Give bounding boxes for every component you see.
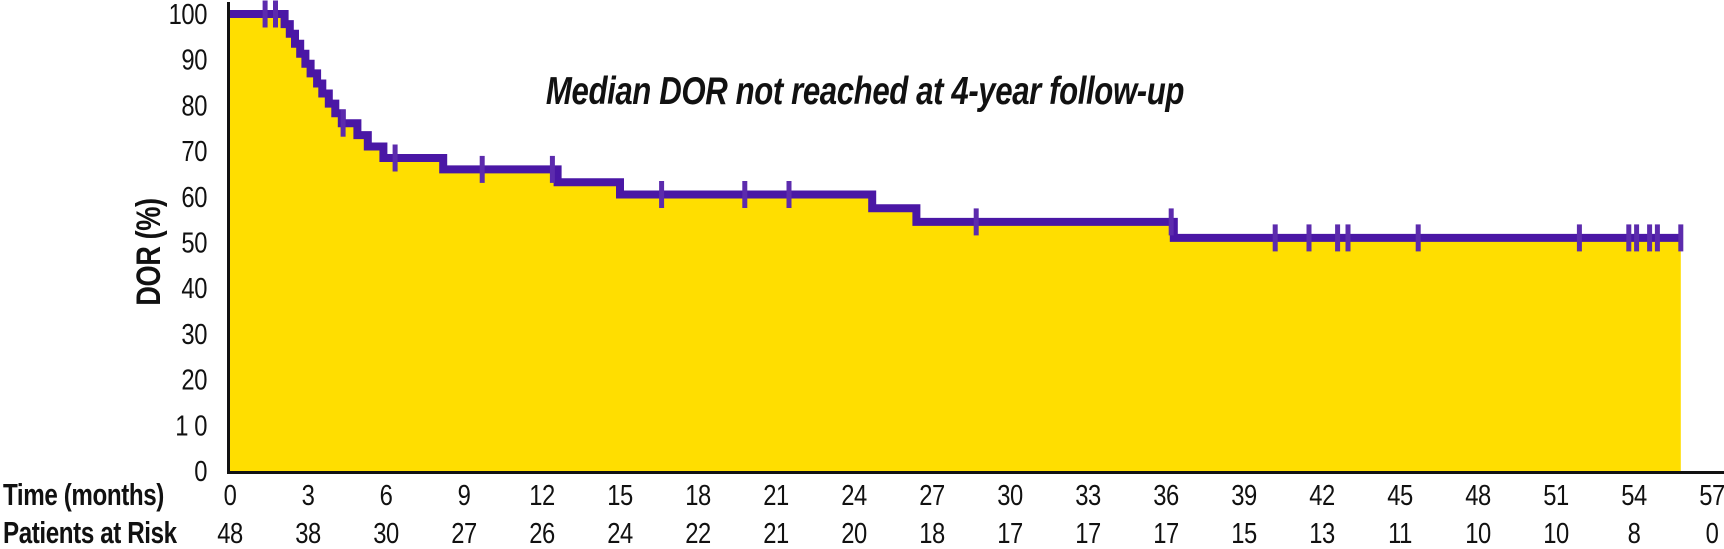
y-axis-title: DOR (%) bbox=[129, 198, 168, 305]
censor-tick bbox=[1576, 224, 1582, 252]
censor-tick bbox=[1678, 224, 1684, 252]
risk-value: 15 bbox=[1231, 517, 1257, 549]
censor-tick bbox=[1647, 224, 1653, 252]
censor-tick bbox=[1654, 224, 1660, 252]
risk-value: 20 bbox=[841, 517, 867, 549]
censor-ticks bbox=[262, 0, 1684, 252]
censor-tick bbox=[1335, 224, 1341, 252]
censor-tick bbox=[742, 181, 748, 208]
y-tick-label: 20 bbox=[181, 363, 207, 396]
x-axis-tick-labels: 0 3 6 9 12 15 18 21 24 27 30 33 36 39 42 45 48 51 54 57 bbox=[224, 479, 1724, 512]
risk-value: 0 bbox=[1706, 517, 1719, 549]
x-tick-label: 45 bbox=[1387, 479, 1413, 512]
risk-value: 18 bbox=[919, 517, 945, 549]
risk-value: 10 bbox=[1465, 517, 1491, 549]
censor-tick bbox=[262, 0, 268, 28]
risk-value: 13 bbox=[1309, 517, 1335, 549]
x-tick-label: 27 bbox=[919, 479, 945, 512]
y-tick-label: 100 bbox=[169, 0, 207, 31]
risk-value: 21 bbox=[763, 517, 789, 549]
censor-tick bbox=[659, 181, 665, 208]
y-tick-label: 60 bbox=[181, 181, 207, 214]
y-tick-label: 40 bbox=[181, 272, 207, 305]
x-tick-label: 33 bbox=[1075, 479, 1101, 512]
annotation-median-dor: Median DOR not reached at 4-year follow-… bbox=[546, 70, 1184, 113]
risk-value: 38 bbox=[295, 517, 321, 549]
censor-tick bbox=[549, 155, 555, 183]
y-tick-label: 80 bbox=[181, 89, 207, 122]
censor-tick bbox=[1345, 224, 1351, 252]
x-tick-label: 18 bbox=[685, 479, 711, 512]
y-tick-label: 50 bbox=[181, 226, 207, 259]
x-tick-label: 54 bbox=[1621, 479, 1647, 512]
risk-value: 17 bbox=[1153, 517, 1179, 549]
risk-value: 17 bbox=[997, 517, 1023, 549]
censor-tick bbox=[1415, 224, 1421, 252]
censor-tick bbox=[1634, 224, 1640, 252]
censor-tick bbox=[786, 181, 792, 208]
censor-tick bbox=[1272, 224, 1278, 252]
y-tick-label: 0 bbox=[194, 455, 207, 488]
x-tick-label: 36 bbox=[1153, 479, 1179, 512]
risk-value: 30 bbox=[373, 517, 399, 549]
x-tick-label: 21 bbox=[763, 479, 789, 512]
x-tick-label: 39 bbox=[1231, 479, 1257, 512]
censor-tick bbox=[973, 208, 979, 236]
y-tick-label: 90 bbox=[181, 43, 207, 76]
x-tick-label: 3 bbox=[302, 479, 315, 512]
censor-tick bbox=[273, 0, 278, 28]
risk-value: 24 bbox=[607, 517, 633, 549]
risk-value: 11 bbox=[1388, 517, 1412, 549]
censor-tick bbox=[1306, 224, 1312, 252]
risk-value: 10 bbox=[1543, 517, 1569, 549]
y-tick-label: 30 bbox=[181, 318, 207, 351]
censor-tick bbox=[392, 144, 398, 172]
x-tick-label: 6 bbox=[380, 479, 393, 512]
patients-at-risk-values: 48 38 30 27 26 24 22 21 20 18 17 17 17 15 13 11 10 10 8 0 bbox=[217, 517, 1719, 549]
x-tick-label: 51 bbox=[1543, 479, 1569, 512]
x-tick-label: 9 bbox=[458, 479, 471, 512]
x-tick-label: 15 bbox=[607, 479, 633, 512]
risk-value: 48 bbox=[217, 517, 243, 549]
km-area-fill bbox=[230, 14, 1681, 471]
x-tick-label: 12 bbox=[529, 479, 555, 512]
risk-value: 26 bbox=[529, 517, 555, 549]
censor-tick bbox=[340, 109, 346, 137]
y-tick-label: 70 bbox=[181, 135, 207, 168]
censor-tick bbox=[1168, 208, 1174, 236]
censor-tick bbox=[479, 155, 485, 183]
risk-row-label: Patients at Risk bbox=[3, 515, 178, 549]
risk-value: 8 bbox=[1628, 517, 1641, 549]
x-axis-title: Time (months) bbox=[3, 477, 164, 512]
risk-value: 22 bbox=[685, 517, 711, 549]
risk-value: 27 bbox=[451, 517, 477, 549]
x-tick-label: 57 bbox=[1699, 479, 1724, 512]
risk-value: 17 bbox=[1075, 517, 1101, 549]
x-tick-label: 42 bbox=[1309, 479, 1335, 512]
x-tick-label: 0 bbox=[224, 479, 237, 512]
x-tick-label: 24 bbox=[841, 479, 867, 512]
x-tick-label: 30 bbox=[997, 479, 1023, 512]
x-tick-label: 48 bbox=[1465, 479, 1491, 512]
censor-tick bbox=[1626, 224, 1632, 252]
y-tick-label: 1 0 bbox=[175, 409, 207, 442]
